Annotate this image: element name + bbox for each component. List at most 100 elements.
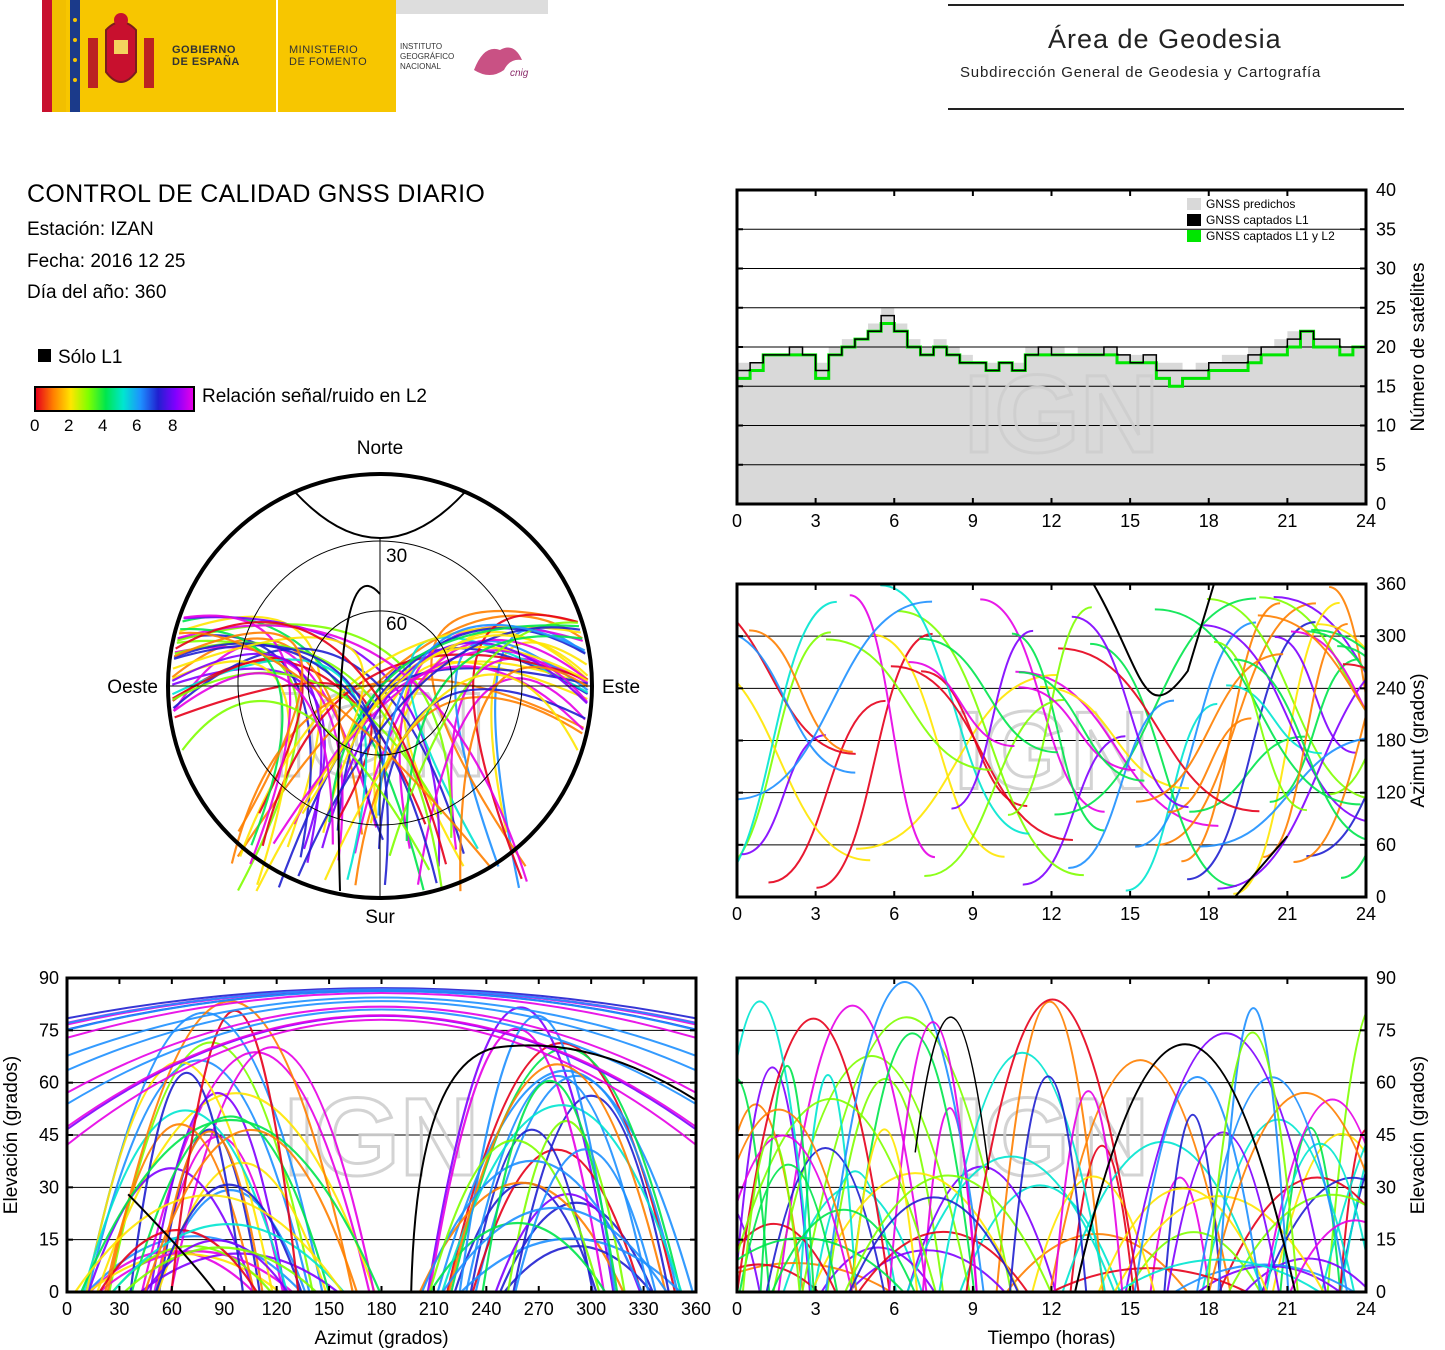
- satellite-track: [1206, 597, 1366, 799]
- satellite-track: [173, 631, 304, 833]
- satellite-track: [408, 636, 589, 850]
- satellite-track: [277, 627, 586, 888]
- satellite-track: [481, 1080, 619, 1292]
- satellite-track: [1217, 1007, 1290, 1292]
- satellite-track: [737, 1263, 820, 1292]
- satellite-track: [1339, 1128, 1366, 1292]
- satellite-track: [67, 1000, 696, 1072]
- satellite-track: [1337, 645, 1366, 659]
- x-tick-label: 150: [314, 1299, 344, 1319]
- station-label: Estación: IZAN: [27, 219, 154, 240]
- satellite-track: [1018, 686, 1136, 772]
- y-tick-label: 300: [1376, 626, 1406, 646]
- y-axis-label: Número de satélites: [1408, 263, 1429, 432]
- satellite-track: [514, 1148, 657, 1292]
- satellite-track: [67, 1018, 696, 1146]
- flag-stripe-red: [42, 0, 52, 112]
- l1-only-track: [1092, 584, 1215, 697]
- satellite-track: [919, 637, 1058, 754]
- satellite-track: [1049, 1059, 1232, 1292]
- satellite-track: [1208, 1092, 1366, 1292]
- satellite-track: [177, 624, 528, 882]
- x-axis-label: Azimut (grados): [314, 1328, 448, 1349]
- satellite-track: [1233, 601, 1340, 895]
- satellite-track: [460, 1237, 682, 1292]
- x-tick-label: 30: [109, 1299, 129, 1319]
- satellite-track: [737, 1222, 837, 1292]
- x-tick-label: 120: [262, 1299, 292, 1319]
- x-tick-label: 21: [1277, 511, 1297, 531]
- satellite-track: [173, 644, 389, 886]
- satellite-track: [106, 1000, 354, 1292]
- x-tick-label: 6: [889, 904, 899, 924]
- cbar-tick: 4: [98, 416, 108, 435]
- satellite-track: [1053, 1090, 1124, 1292]
- satellite-track: [1259, 596, 1366, 713]
- satellite-track: [436, 1069, 694, 1292]
- y-tick-label: 90: [1376, 968, 1396, 988]
- satellite-track: [1189, 735, 1305, 813]
- satellite-track: [96, 1092, 376, 1292]
- y-tick-label: 30: [1376, 1177, 1396, 1197]
- y-tick-label: 60: [1376, 1073, 1396, 1093]
- satellite-track: [354, 696, 583, 886]
- y-tick-label: 30: [1376, 259, 1396, 279]
- y-axis-label: Elevación (grados): [1408, 1056, 1429, 1214]
- area-title: Área de Geodesia: [1048, 24, 1282, 54]
- satellite-track: [67, 1005, 696, 1094]
- satellite-track: [1261, 1176, 1366, 1292]
- x-tick-label: 24: [1356, 511, 1376, 531]
- x-tick-label: 6: [889, 1299, 899, 1319]
- satellite-track: [67, 988, 696, 1025]
- x-tick-label: 12: [1041, 904, 1061, 924]
- satellite-track: [474, 1074, 679, 1292]
- satellite-track: [180, 628, 284, 846]
- y-tick-label: 0: [1376, 887, 1386, 907]
- satellite-track: [1227, 1193, 1366, 1292]
- satellite-track: [1174, 1263, 1355, 1292]
- l1-only-track: [410, 1044, 696, 1292]
- cbar-tick: 8: [168, 416, 178, 435]
- satellite-track: [1289, 1219, 1366, 1292]
- satellite-track: [897, 610, 1084, 877]
- y-tick-label: 10: [1376, 416, 1396, 436]
- satellite-track: [737, 620, 856, 755]
- l1-line: [737, 314, 1367, 372]
- x-tick-label: 24: [1356, 1299, 1376, 1319]
- satellite-track: [178, 631, 491, 867]
- satellite-track: [737, 1000, 813, 1292]
- cbar-tick: 0: [30, 416, 40, 435]
- satellite-track: [1269, 658, 1359, 803]
- x-tick-label: 180: [366, 1299, 396, 1319]
- satellite-track: [111, 1223, 345, 1292]
- satellite-track: [810, 1172, 1020, 1292]
- satellite-track: [849, 594, 936, 859]
- legend-label: GNSS captados L1: [1206, 213, 1309, 227]
- y-tick-label: 40: [1376, 180, 1396, 200]
- satellite-track: [1166, 1131, 1280, 1292]
- page-title: CONTROL DE CALIDAD GNSS DIARIO: [27, 180, 486, 208]
- sky-frame: [166, 472, 594, 900]
- ring-label: 60: [386, 614, 407, 635]
- y-axis-label: Azimut (grados): [1408, 673, 1429, 807]
- satellite-track: [1068, 699, 1175, 869]
- satellite-track: [236, 614, 583, 858]
- satellite-track: [293, 665, 584, 825]
- x-tick-label: 12: [1041, 511, 1061, 531]
- satellite-track: [741, 734, 826, 856]
- satellite-track: [801, 1016, 1013, 1292]
- satellite-track: [856, 674, 1057, 850]
- x-tick-label: 18: [1199, 511, 1219, 531]
- satellite-track: [67, 1014, 696, 1128]
- satellite-track: [87, 1167, 255, 1292]
- satellite-track: [86, 1059, 311, 1292]
- satellite-track: [1054, 597, 1257, 816]
- doy-label: Día del año: 360: [27, 282, 167, 303]
- satellite-track: [323, 673, 579, 881]
- y-tick-label: 0: [1376, 1282, 1386, 1302]
- x-tick-label: 330: [629, 1299, 659, 1319]
- satellite-track: [1338, 1168, 1366, 1292]
- legend-label: GNSS predichos: [1206, 197, 1295, 211]
- satellite-track: [844, 1174, 1052, 1292]
